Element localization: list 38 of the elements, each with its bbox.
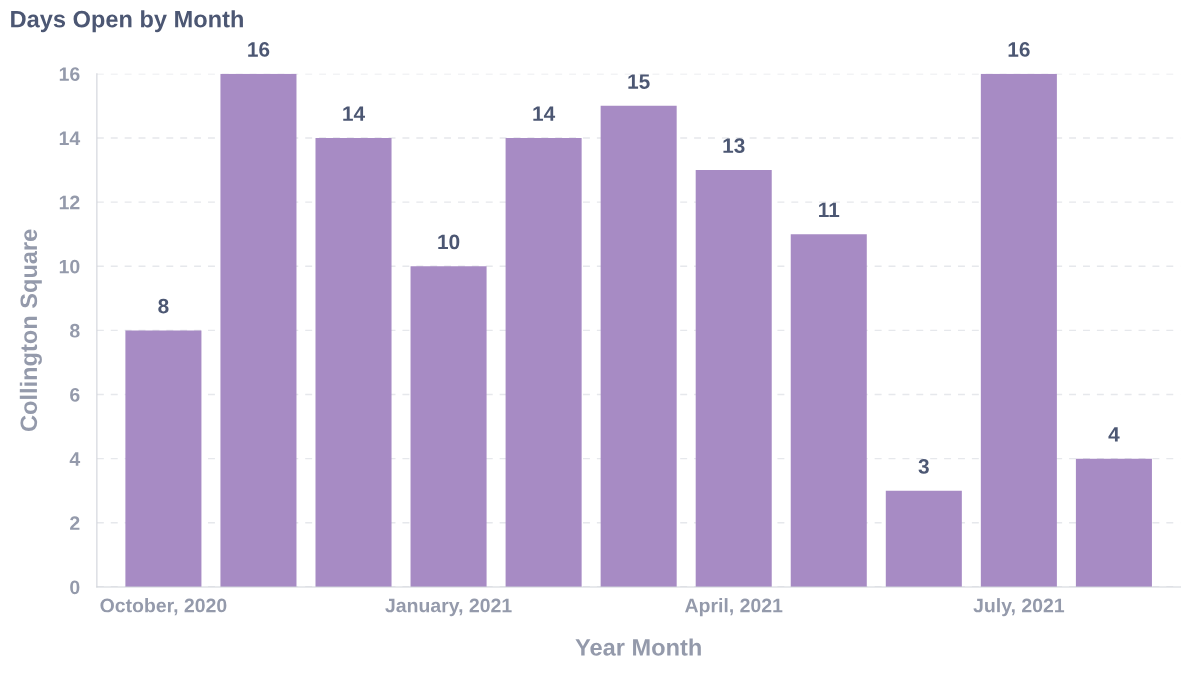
bar — [885, 490, 962, 587]
data-label: 14 — [343, 106, 365, 121]
chart-title: Days Open by Month — [11, 10, 243, 33]
y-tick-label: 8 — [70, 323, 80, 338]
bar — [790, 234, 867, 587]
x-tick-label: October, 2020 — [100, 598, 227, 616]
data-label: 13 — [723, 138, 745, 154]
x-tick-label: April, 2021 — [685, 598, 783, 617]
x-axis-title: Year Month — [575, 638, 701, 656]
bar — [410, 266, 487, 587]
bar — [1075, 458, 1152, 587]
data-label: 16 — [1008, 42, 1030, 57]
bar — [980, 73, 1057, 587]
x-tick-label: January, 2021 — [385, 598, 512, 617]
data-label: 4 — [1108, 427, 1120, 442]
bar — [125, 330, 202, 587]
y-tick-label: 16 — [59, 67, 80, 82]
bar — [695, 170, 772, 587]
y-tick-label: 0 — [70, 580, 80, 595]
data-label: 15 — [628, 74, 650, 89]
y-tick-label: 2 — [70, 516, 80, 530]
data-label: 14 — [533, 106, 556, 121]
y-tick-label: 6 — [70, 387, 80, 402]
y-tick-label: 4 — [69, 452, 81, 466]
y-tick-label: 14 — [59, 131, 81, 145]
data-label: 16 — [248, 42, 270, 57]
bar — [220, 73, 297, 587]
data-label: 3 — [918, 459, 929, 474]
bar — [600, 105, 677, 587]
data-label: 8 — [158, 298, 169, 314]
y-tick-label: 12 — [59, 195, 80, 210]
data-label: 10 — [438, 234, 460, 250]
y-tick-label: 10 — [59, 259, 80, 274]
bar — [315, 137, 392, 587]
y-axis-title: Collington Square — [19, 229, 42, 432]
data-label: 11 — [819, 202, 840, 218]
bar — [505, 137, 582, 587]
x-tick-label: July, 2021 — [973, 598, 1065, 617]
